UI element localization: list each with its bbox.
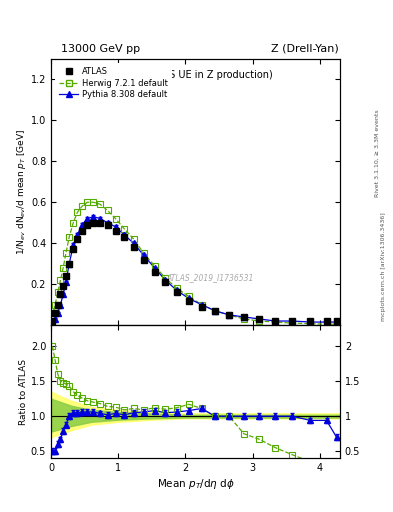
Text: Z (Drell-Yan): Z (Drell-Yan) — [271, 44, 339, 54]
Text: Nch (ATLAS UE in Z production): Nch (ATLAS UE in Z production) — [119, 70, 272, 79]
Text: 13000 GeV pp: 13000 GeV pp — [61, 44, 140, 54]
Legend: ATLAS, Herwig 7.2.1 default, Pythia 8.308 default: ATLAS, Herwig 7.2.1 default, Pythia 8.30… — [55, 63, 172, 103]
X-axis label: Mean $p_T$/d$\eta$ d$\phi$: Mean $p_T$/d$\eta$ d$\phi$ — [156, 477, 235, 492]
Y-axis label: Ratio to ATLAS: Ratio to ATLAS — [19, 359, 28, 424]
Y-axis label: 1/N$_{ev}$ dN$_{ev}$/d mean $p_T$ [GeV]: 1/N$_{ev}$ dN$_{ev}$/d mean $p_T$ [GeV] — [15, 129, 28, 255]
Text: ATLAS_2019_I1736531: ATLAS_2019_I1736531 — [166, 273, 253, 282]
Text: mcplots.cern.ch [arXiv:1306.3436]: mcplots.cern.ch [arXiv:1306.3436] — [381, 212, 386, 321]
Text: Rivet 3.1.10, ≥ 3.3M events: Rivet 3.1.10, ≥ 3.3M events — [375, 110, 380, 198]
